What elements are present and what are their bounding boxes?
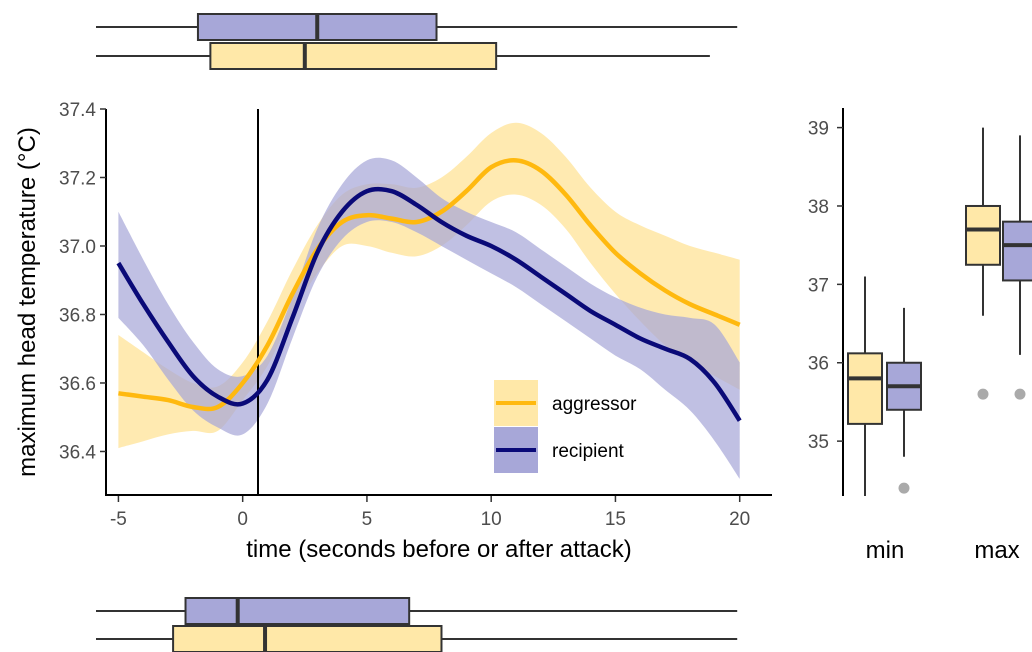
line-recipient xyxy=(116,186,742,422)
bottom-marginal-boxplots xyxy=(96,597,738,652)
legend-label-aggressor: aggressor xyxy=(552,394,637,415)
box-outlier-recipient xyxy=(898,482,910,494)
smoothed-lines xyxy=(116,158,742,422)
category-label-min: min xyxy=(866,537,905,564)
box-y-tick-label: 38 xyxy=(808,197,829,218)
x-tick-label: 5 xyxy=(362,509,373,530)
box-y-ticks: 35 36 37 38 39 xyxy=(808,119,843,453)
legend: aggressor recipient xyxy=(494,380,637,473)
y-ticks: 36.4 36.6 36.8 37.0 37.2 37.4 xyxy=(59,100,106,463)
x-tick-label: 0 xyxy=(237,509,248,530)
y-tick-label: 37.0 xyxy=(59,237,96,258)
line-chart-panel: 36.4 36.6 36.8 37.0 37.2 37.4 -5 0 5 10 15 20 time… xyxy=(14,100,772,563)
y-tick-label: 36.6 xyxy=(59,374,96,395)
line-aggressor xyxy=(118,158,741,412)
x-axis-title: time (seconds before or after attack) xyxy=(246,536,632,563)
category-label-max: max xyxy=(974,537,1019,564)
marginal-box-aggressor xyxy=(172,625,443,652)
y-axis-title: maximum head temperature (°C) xyxy=(14,127,41,477)
ribbon-recipient xyxy=(118,157,740,479)
box-elements xyxy=(847,127,1032,496)
box-y-tick-label: 35 xyxy=(808,432,829,453)
x-ticks: -5 0 5 10 15 20 xyxy=(110,496,750,530)
legend-label-recipient: recipient xyxy=(552,441,625,462)
y-tick-label: 36.4 xyxy=(59,442,96,463)
marginal-box-recipient xyxy=(184,597,411,625)
box-y-tick-label: 39 xyxy=(808,119,829,140)
box-y-tick-label: 36 xyxy=(808,354,829,375)
confidence-ribbons xyxy=(118,122,740,479)
x-tick-label: -5 xyxy=(110,509,127,530)
box-outlier-aggressor xyxy=(977,388,989,400)
marginal-box-aggressor xyxy=(209,42,498,70)
y-tick-label: 36.8 xyxy=(59,305,96,326)
box-body-aggressor xyxy=(965,204,1001,266)
x-tick-label: 10 xyxy=(481,509,502,530)
top-marginal-boxplots xyxy=(96,13,738,70)
y-tick-label: 37.2 xyxy=(59,168,96,189)
y-tick-label: 37.4 xyxy=(59,100,96,121)
ribbon-aggressor xyxy=(118,122,740,449)
box-body-aggressor xyxy=(847,352,883,425)
box-y-tick-label: 37 xyxy=(808,275,829,296)
x-tick-label: 15 xyxy=(605,509,626,530)
x-tick-label: 20 xyxy=(729,509,750,530)
box-outlier-recipient xyxy=(1014,388,1026,400)
box-body-recipient xyxy=(1002,220,1032,282)
min-max-boxplot-panel: 35 36 37 38 39 min max xyxy=(808,108,1032,564)
